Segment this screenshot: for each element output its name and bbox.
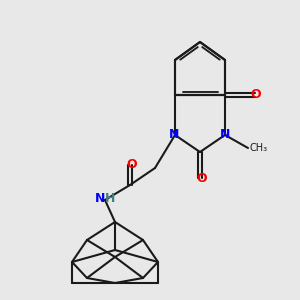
Text: O: O xyxy=(251,88,261,101)
Text: N: N xyxy=(94,193,105,206)
Text: N: N xyxy=(169,128,179,142)
Text: H: H xyxy=(105,193,116,206)
Text: O: O xyxy=(197,172,207,184)
Text: O: O xyxy=(127,158,137,172)
Text: N: N xyxy=(220,128,230,140)
Text: CH₃: CH₃ xyxy=(250,143,268,153)
